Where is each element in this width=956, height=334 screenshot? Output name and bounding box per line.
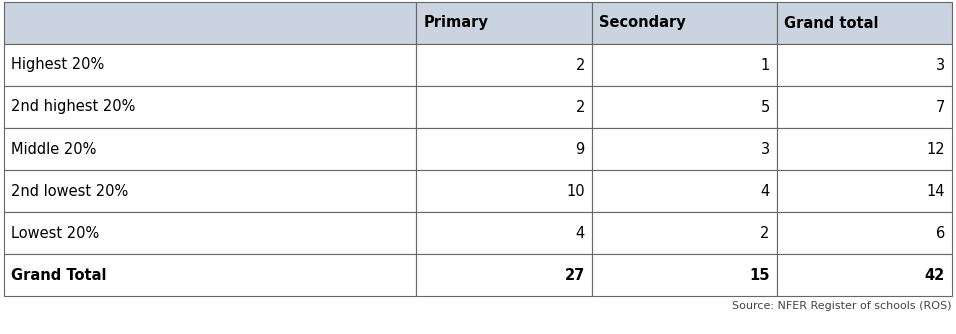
Bar <box>4 254 417 296</box>
Text: 9: 9 <box>576 142 585 157</box>
Text: 2: 2 <box>760 225 770 240</box>
Text: 2: 2 <box>576 57 585 72</box>
Bar <box>592 86 776 128</box>
Text: 2nd highest 20%: 2nd highest 20% <box>11 100 136 115</box>
Bar <box>4 44 417 86</box>
Text: Primary: Primary <box>424 15 489 30</box>
Bar <box>592 212 776 254</box>
Bar <box>592 170 776 212</box>
Text: 15: 15 <box>750 268 770 283</box>
Bar <box>592 128 776 170</box>
Bar <box>776 254 952 296</box>
Bar <box>4 86 417 128</box>
Text: 5: 5 <box>760 100 770 115</box>
Bar <box>417 86 592 128</box>
Bar <box>776 2 952 44</box>
Text: Lowest 20%: Lowest 20% <box>11 225 99 240</box>
Text: 1: 1 <box>760 57 770 72</box>
Text: Middle 20%: Middle 20% <box>11 142 97 157</box>
Text: 12: 12 <box>926 142 945 157</box>
Bar <box>417 170 592 212</box>
Text: Secondary: Secondary <box>598 15 685 30</box>
Bar <box>776 212 952 254</box>
Bar <box>417 212 592 254</box>
Text: Highest 20%: Highest 20% <box>11 57 104 72</box>
Bar <box>592 44 776 86</box>
Bar <box>417 254 592 296</box>
Bar <box>592 2 776 44</box>
Text: 4: 4 <box>576 225 585 240</box>
Text: 4: 4 <box>760 183 770 198</box>
Bar <box>776 44 952 86</box>
Text: Grand total: Grand total <box>784 15 879 30</box>
Text: 3: 3 <box>936 57 945 72</box>
Bar <box>776 170 952 212</box>
Text: 14: 14 <box>926 183 945 198</box>
Bar <box>4 212 417 254</box>
Text: 3: 3 <box>760 142 770 157</box>
Bar <box>4 2 417 44</box>
Text: 27: 27 <box>564 268 585 283</box>
Text: 2: 2 <box>576 100 585 115</box>
Bar <box>4 128 417 170</box>
Bar <box>417 128 592 170</box>
Bar <box>776 128 952 170</box>
Text: 7: 7 <box>936 100 945 115</box>
Text: 42: 42 <box>924 268 945 283</box>
Text: Source: NFER Register of schools (ROS): Source: NFER Register of schools (ROS) <box>732 301 952 311</box>
Text: Grand Total: Grand Total <box>11 268 106 283</box>
Text: 10: 10 <box>566 183 585 198</box>
Bar <box>417 44 592 86</box>
Bar <box>776 86 952 128</box>
Text: 6: 6 <box>936 225 945 240</box>
Bar <box>592 254 776 296</box>
Text: 2nd lowest 20%: 2nd lowest 20% <box>11 183 128 198</box>
Bar <box>417 2 592 44</box>
Bar <box>4 170 417 212</box>
